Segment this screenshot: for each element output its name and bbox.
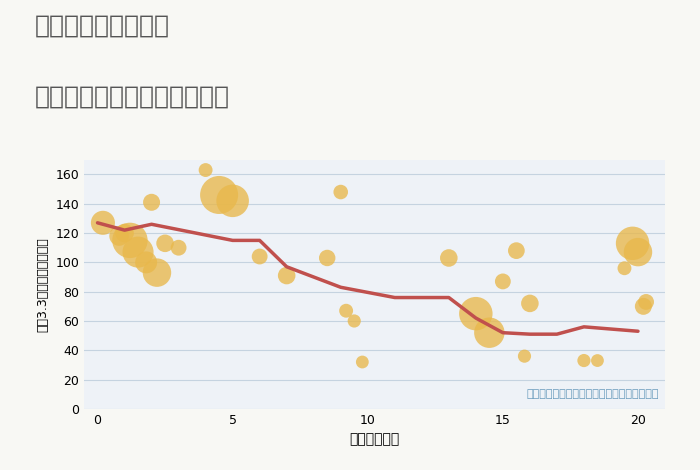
- Point: [638, 303, 649, 310]
- Point: [340, 307, 351, 314]
- Point: [357, 358, 368, 366]
- X-axis label: 駅距離（分）: 駅距離（分）: [349, 432, 400, 446]
- Point: [484, 329, 495, 337]
- Point: [592, 357, 603, 364]
- Point: [132, 248, 144, 256]
- Point: [349, 317, 360, 325]
- Point: [151, 269, 162, 276]
- Point: [113, 232, 125, 240]
- Point: [519, 352, 530, 360]
- Text: 円の大きさは、取引のあった物件面積を示す: 円の大きさは、取引のあった物件面積を示す: [526, 389, 659, 399]
- Point: [470, 310, 482, 317]
- Point: [335, 188, 346, 196]
- Point: [281, 272, 293, 279]
- Point: [125, 236, 136, 244]
- Point: [632, 248, 643, 256]
- Point: [214, 191, 225, 199]
- Point: [640, 298, 652, 306]
- Text: 駅距離別中古マンション価格: 駅距離別中古マンション価格: [35, 85, 230, 109]
- Point: [141, 258, 152, 266]
- Point: [146, 198, 158, 206]
- Text: 千葉県成田市松子の: 千葉県成田市松子の: [35, 14, 170, 38]
- Point: [443, 254, 454, 262]
- Point: [227, 197, 238, 204]
- Point: [173, 244, 184, 251]
- Point: [619, 265, 630, 272]
- Point: [160, 240, 171, 247]
- Point: [97, 219, 108, 227]
- Point: [524, 300, 536, 307]
- Point: [254, 253, 265, 260]
- Point: [497, 278, 508, 285]
- Point: [119, 229, 130, 237]
- Point: [627, 240, 638, 247]
- Point: [578, 357, 589, 364]
- Point: [200, 166, 211, 174]
- Point: [511, 247, 522, 254]
- Point: [321, 254, 332, 262]
- Y-axis label: 坪（3.3㎡）単価（万円）: 坪（3.3㎡）単価（万円）: [36, 237, 50, 332]
